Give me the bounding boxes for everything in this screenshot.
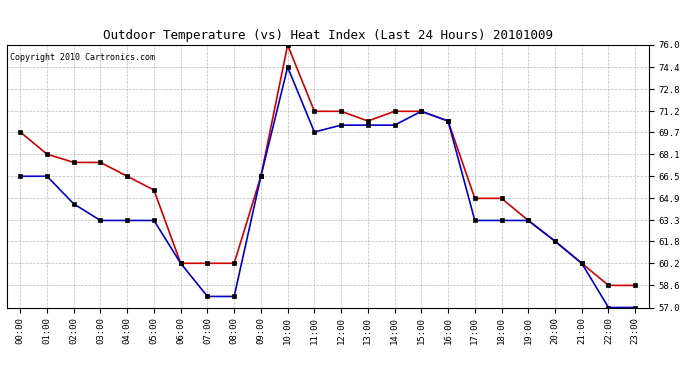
Title: Outdoor Temperature (vs) Heat Index (Last 24 Hours) 20101009: Outdoor Temperature (vs) Heat Index (Las… [103, 30, 553, 42]
Text: Copyright 2010 Cartronics.com: Copyright 2010 Cartronics.com [10, 53, 155, 62]
